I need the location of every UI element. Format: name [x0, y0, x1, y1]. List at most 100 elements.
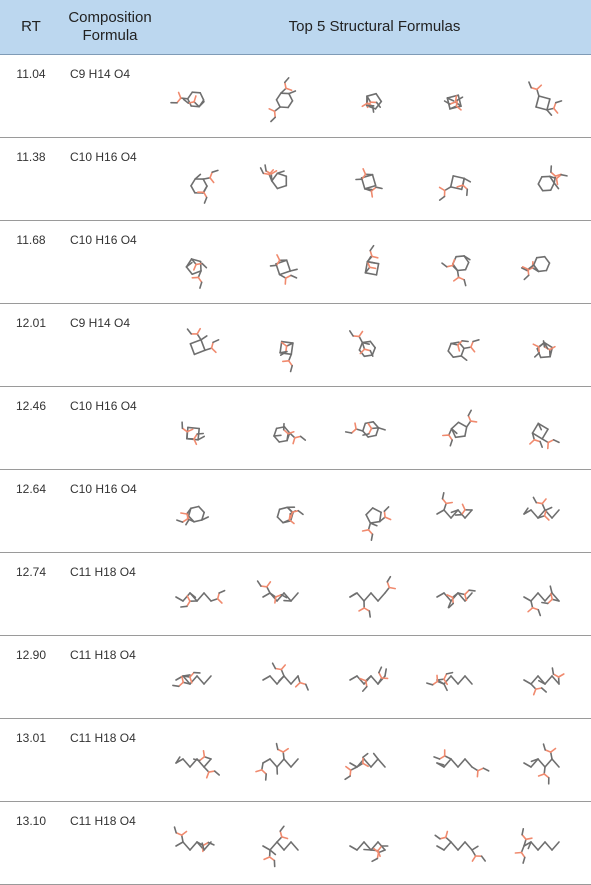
structure-thumbnails [158, 144, 591, 214]
structural-formula-drawing [362, 94, 381, 112]
rt-cell: 13.01 [0, 719, 62, 802]
structural-formula-drawing [530, 423, 559, 448]
structural-formula-drawing [524, 586, 559, 615]
header-structures: Top 5 Structural Formulas [158, 0, 591, 55]
structural-formula-drawing [345, 754, 385, 780]
structural-formula-drawing [277, 507, 303, 523]
formula-cell: C10 H16 O4 [62, 387, 158, 470]
formula-cell: C9 H14 O4 [62, 55, 158, 138]
rt-cell: 12.01 [0, 304, 62, 387]
header-composition-line1: Composition [68, 9, 151, 26]
structural-formula-drawing [191, 170, 218, 203]
structural-formula-drawing [522, 257, 550, 280]
rt-cell: 13.10 [0, 802, 62, 885]
header-row: RT Composition Formula Top 5 Structural … [0, 0, 591, 55]
structural-formula-drawing [173, 673, 211, 687]
structural-formula-drawing [442, 256, 470, 286]
structural-formula-drawing [269, 78, 295, 122]
rt-cell: 11.04 [0, 55, 62, 138]
structural-formula-drawing [524, 744, 559, 784]
structure-thumbnails [158, 393, 591, 463]
structures-cell [158, 636, 591, 719]
rt-cell: 11.38 [0, 138, 62, 221]
structure-thumbnails [158, 559, 591, 629]
formula-cell: C11 H18 O4 [62, 802, 158, 885]
structural-formula-drawing [176, 751, 219, 778]
structural-formula-drawing [350, 667, 388, 691]
structures-cell [158, 719, 591, 802]
structural-formula-drawing [186, 259, 206, 288]
formula-cell: C11 H18 O4 [62, 719, 158, 802]
rt-cell: 12.64 [0, 470, 62, 553]
formula-cell: C11 H18 O4 [62, 636, 158, 719]
structures-cell [158, 221, 591, 304]
structural-formula-drawing [350, 842, 388, 861]
structure-thumbnails [158, 476, 591, 546]
structural-formula-drawing [437, 590, 475, 607]
structures-cell [158, 55, 591, 138]
header-rt: RT [0, 0, 62, 55]
formula-cell: C10 H16 O4 [62, 138, 158, 221]
structure-thumbnails [158, 642, 591, 712]
formula-cell: C10 H16 O4 [62, 221, 158, 304]
structural-formula-drawing [363, 507, 391, 540]
structures-cell [158, 553, 591, 636]
structural-formula-drawing [524, 497, 559, 520]
structural-formula-drawing [365, 246, 378, 275]
rt-cell: 11.68 [0, 221, 62, 304]
structural-formula-drawing [533, 341, 555, 358]
structural-formula-drawing [437, 493, 472, 518]
structural-formula-drawing [171, 92, 204, 107]
structures-cell [158, 470, 591, 553]
formula-cell: C11 H18 O4 [62, 553, 158, 636]
structural-formula-drawing [280, 342, 293, 372]
structural-formula-drawing [258, 581, 298, 603]
structural-formula-drawing [177, 507, 208, 525]
structural-formula-drawing [427, 673, 472, 691]
structures-cell [158, 138, 591, 221]
structural-formula-drawing [440, 176, 471, 200]
structural-formula-drawing [434, 750, 489, 777]
header-composition-line2: Formula [82, 27, 137, 44]
structures-cell [158, 802, 591, 885]
structure-thumbnails [158, 227, 591, 297]
structural-formula-drawing [350, 331, 375, 356]
header-composition: Composition Formula [62, 0, 158, 55]
structural-formula-drawing [256, 744, 298, 780]
structural-formula-drawing [188, 329, 219, 355]
structure-thumbnails [158, 725, 591, 795]
structural-formula-drawing [271, 255, 298, 284]
structural-formula-drawing [274, 424, 305, 444]
structural-formula-drawing [356, 169, 382, 197]
structural-formula-drawing [515, 829, 559, 863]
structural-formula-drawing [435, 832, 485, 862]
structural-formula-drawing [175, 827, 214, 851]
structure-thumbnails [158, 808, 591, 878]
structural-formula-drawing [524, 668, 564, 695]
structural-formula-drawing [182, 422, 204, 444]
structural-formula-drawing [538, 166, 567, 191]
structural-formula-drawing [263, 663, 308, 690]
rt-cell: 12.90 [0, 636, 62, 719]
rt-cell: 12.74 [0, 553, 62, 636]
structure-thumbnails [158, 61, 591, 131]
structural-formula-drawing [529, 82, 562, 115]
formula-cell: C9 H14 O4 [62, 304, 158, 387]
structural-formula-drawing [176, 591, 225, 607]
structures-cell [158, 387, 591, 470]
structural-formula-drawing [448, 340, 479, 360]
structures-cell [158, 304, 591, 387]
structural-formula-drawing [261, 165, 287, 188]
